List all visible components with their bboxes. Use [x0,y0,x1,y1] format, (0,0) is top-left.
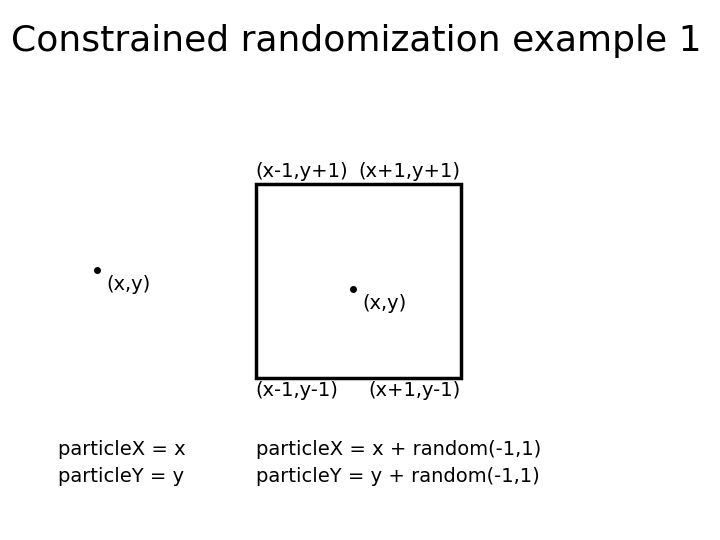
Text: (x+1,y-1): (x+1,y-1) [369,381,461,400]
Text: Constrained randomization example 1: Constrained randomization example 1 [11,24,701,58]
Text: particleX = x
particleY = y: particleX = x particleY = y [58,440,185,485]
Bar [256,184,461,378]
Text: (x-1,y+1): (x-1,y+1) [256,162,348,181]
Text: (x+1,y+1): (x+1,y+1) [359,162,461,181]
Text: (x-1,y-1): (x-1,y-1) [256,381,338,400]
Text: particleX = x + random(-1,1)
particleY = y + random(-1,1): particleX = x + random(-1,1) particleY =… [256,440,541,485]
Text: (x,y): (x,y) [107,275,150,294]
Text: (x,y): (x,y) [362,294,406,313]
